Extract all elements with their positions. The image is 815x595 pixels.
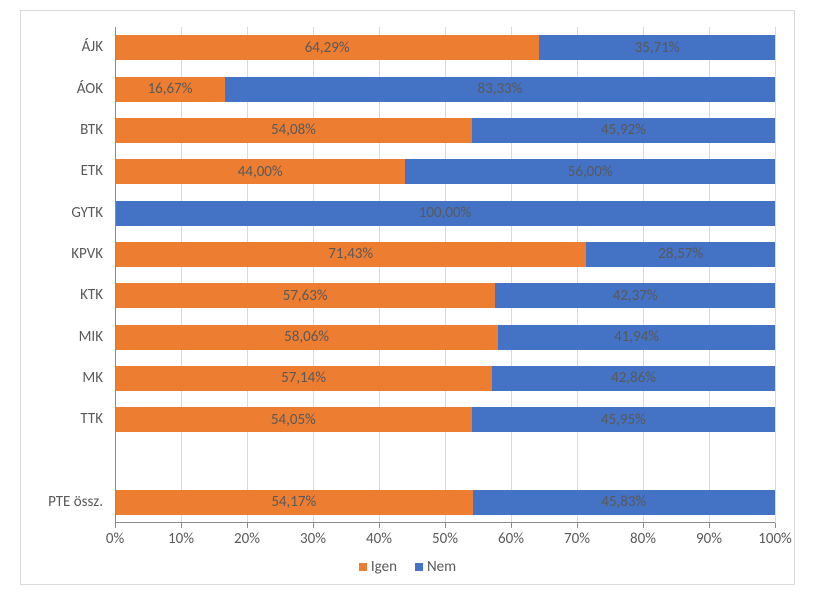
- x-tick-label: 20%: [234, 530, 260, 548]
- legend-item-nem: Nem: [415, 558, 456, 576]
- legend-label-igen: Igen: [371, 558, 397, 576]
- legend-swatch-igen: [359, 563, 367, 571]
- category-label: PTE össz.: [21, 490, 103, 515]
- bar-segment-nem: 83,33%: [225, 77, 775, 102]
- bar-row: 16,67%83,33%: [115, 77, 775, 102]
- bar-segment-igen: 71,43%: [115, 242, 586, 267]
- x-tick-label: 60%: [498, 530, 524, 548]
- bar-segment-igen: 16,67%: [115, 77, 225, 102]
- category-label: KPVK: [21, 242, 103, 267]
- category-label: BTK: [21, 118, 103, 143]
- bar-row: 58,06%41,94%: [115, 325, 775, 350]
- category-label: ETK: [21, 159, 103, 184]
- stacked-bar-chart: 0% 10% 20% 30% 40% 50% 60% 70% 80% 90% 100% ÁJK 64,2…: [20, 10, 795, 585]
- bar-segment-igen: 58,06%: [115, 325, 498, 350]
- category-label: ÁJK: [21, 35, 103, 60]
- x-tick-label: 100%: [758, 530, 792, 548]
- category-label: MIK: [21, 325, 103, 350]
- bar-segment-nem: 56,00%: [405, 159, 775, 184]
- x-tick-label: 10%: [168, 530, 194, 548]
- bar-row: 57,63%42,37%: [115, 283, 775, 308]
- category-label: KTK: [21, 283, 103, 308]
- legend-label-nem: Nem: [427, 558, 456, 576]
- legend: Igen Nem: [21, 558, 794, 576]
- bar-segment-nem: 45,83%: [473, 490, 775, 515]
- category-label: ÁOK: [21, 77, 103, 102]
- bar-row: 71,43%28,57%: [115, 242, 775, 267]
- gridline: [775, 27, 776, 523]
- bar-segment-nem: 41,94%: [498, 325, 775, 350]
- x-tick: [181, 523, 182, 528]
- category-label: GYTK: [21, 201, 103, 226]
- bar-segment-igen: 44,00%: [115, 159, 405, 184]
- x-tick: [247, 523, 248, 528]
- bar-segment-nem: 100,00%: [115, 201, 775, 226]
- x-tick: [313, 523, 314, 528]
- category-label: MK: [21, 366, 103, 391]
- x-tick: [643, 523, 644, 528]
- x-tick: [379, 523, 380, 528]
- x-axis-line: [115, 522, 775, 523]
- x-tick-label: 40%: [366, 530, 392, 548]
- bar-row: 44,00%56,00%: [115, 159, 775, 184]
- bar-row: 100,00%: [115, 201, 775, 226]
- plot-area: 0%10%20%30%40%50%60%70%80%90%100%ÁJK64,2…: [115, 27, 775, 523]
- bar-segment-nem: 28,57%: [586, 242, 775, 267]
- x-tick-label: 0%: [106, 530, 124, 548]
- y-axis-line: [115, 27, 116, 523]
- bar-segment-igen: 54,08%: [115, 118, 472, 143]
- x-tick-label: 70%: [564, 530, 590, 548]
- category-label: TTK: [21, 407, 103, 432]
- bar-row: 54,17%45,83%: [115, 490, 775, 515]
- bar-segment-nem: 42,86%: [492, 366, 775, 391]
- bar-row: 54,05%45,95%: [115, 407, 775, 432]
- bar-row: 64,29%35,71%: [115, 35, 775, 60]
- x-tick-label: 80%: [630, 530, 656, 548]
- x-tick: [511, 523, 512, 528]
- bar-segment-nem: 45,95%: [472, 407, 775, 432]
- bar-row: 54,08%45,92%: [115, 118, 775, 143]
- x-tick-label: 30%: [300, 530, 326, 548]
- x-tick: [445, 523, 446, 528]
- x-tick: [775, 523, 776, 528]
- bar-segment-nem: 42,37%: [495, 283, 775, 308]
- x-tick: [709, 523, 710, 528]
- bar-segment-igen: 64,29%: [115, 35, 539, 60]
- bar-segment-nem: 45,92%: [472, 118, 775, 143]
- bar-row: 57,14%42,86%: [115, 366, 775, 391]
- x-tick: [115, 523, 116, 528]
- x-tick: [577, 523, 578, 528]
- legend-item-igen: Igen: [359, 558, 397, 576]
- x-tick-label: 50%: [432, 530, 458, 548]
- bar-segment-igen: 57,63%: [115, 283, 495, 308]
- bar-segment-igen: 54,05%: [115, 407, 472, 432]
- bar-segment-nem: 35,71%: [539, 35, 775, 60]
- legend-swatch-nem: [415, 563, 423, 571]
- bar-segment-igen: 54,17%: [115, 490, 473, 515]
- x-tick-label: 90%: [696, 530, 722, 548]
- bar-segment-igen: 57,14%: [115, 366, 492, 391]
